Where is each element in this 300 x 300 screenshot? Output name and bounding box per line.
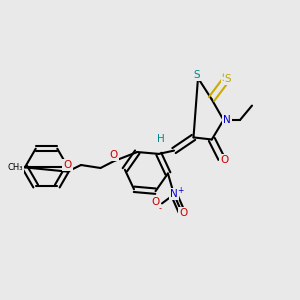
Text: O: O xyxy=(220,155,229,165)
Text: O: O xyxy=(110,149,118,160)
Text: CH₃: CH₃ xyxy=(8,163,23,172)
Text: S: S xyxy=(222,73,228,83)
Text: H: H xyxy=(157,134,165,144)
Text: +: + xyxy=(177,186,184,195)
Text: N: N xyxy=(223,115,231,125)
Text: O: O xyxy=(152,197,160,207)
Text: -: - xyxy=(159,204,162,213)
Text: N: N xyxy=(170,189,178,200)
Text: S: S xyxy=(225,74,231,84)
Text: O: O xyxy=(63,160,72,170)
Text: O: O xyxy=(179,208,187,218)
Text: S: S xyxy=(193,70,200,80)
